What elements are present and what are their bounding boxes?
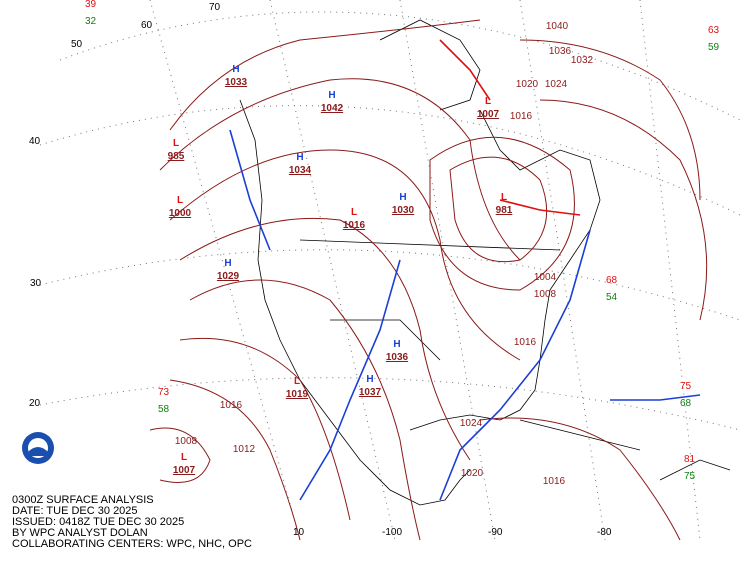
low-pressure: 985 xyxy=(168,151,185,162)
low-pressure: 1007 xyxy=(173,465,196,476)
station-dewpoint: 75 xyxy=(684,471,696,482)
isobar-label: 1016 xyxy=(220,400,243,411)
low-pressure: 1000 xyxy=(169,208,192,219)
high-symbol: H xyxy=(232,64,239,75)
low-pressure: 1007 xyxy=(477,109,500,120)
low-symbol: L xyxy=(501,192,507,203)
station-temperature: 68 xyxy=(606,275,618,286)
latitude-label: 50 xyxy=(71,39,83,50)
low-symbol: L xyxy=(485,96,491,107)
high-pressure: 1036 xyxy=(386,352,409,363)
high-symbol: H xyxy=(224,258,231,269)
high-symbol: H xyxy=(399,192,406,203)
station-dewpoint: 58 xyxy=(158,404,170,415)
latitude-label: 20 xyxy=(29,398,41,409)
low-symbol: L xyxy=(173,138,179,149)
station-temperature: 75 xyxy=(680,381,692,392)
isobar-label: 1032 xyxy=(571,55,594,66)
latitude-label: 30 xyxy=(30,278,42,289)
isobars xyxy=(149,19,708,541)
caption-line: ISSUED: 0418Z TUE DEC 30 2025 xyxy=(12,516,184,528)
high-pressure: 1033 xyxy=(225,77,248,88)
low-pressure: 1019 xyxy=(286,389,309,400)
isobar-label: 1008 xyxy=(175,436,198,447)
longitude-label: -90 xyxy=(488,527,503,538)
high-symbol: H xyxy=(366,374,373,385)
isobar-label: 1036 xyxy=(549,46,572,57)
isobar-label: 1020 xyxy=(516,79,539,90)
caption-line: DATE: TUE DEC 30 2025 xyxy=(12,505,138,517)
station-dewpoint: 32 xyxy=(85,16,97,27)
low-symbol: L xyxy=(351,207,357,218)
isobar-label: 1008 xyxy=(534,289,557,300)
coastlines xyxy=(239,19,731,506)
station-dewpoint: 68 xyxy=(680,398,692,409)
fronts xyxy=(229,39,701,501)
isobar-label: 1024 xyxy=(545,79,568,90)
isobar-label: 1040 xyxy=(546,21,569,32)
high-pressure: 1042 xyxy=(321,103,344,114)
station-dewpoint: 59 xyxy=(708,42,720,53)
low-symbol: L xyxy=(177,195,183,206)
isobar-label: 1016 xyxy=(543,476,566,487)
isobar-label: 1012 xyxy=(233,444,256,455)
low-pressure: 981 xyxy=(496,205,513,216)
longitude-label: -100 xyxy=(382,527,402,538)
latitude-label: 40 xyxy=(29,136,41,147)
isobar-label: 1020 xyxy=(461,468,484,479)
isobar-label: 1016 xyxy=(510,111,533,122)
high-pressure: 1034 xyxy=(289,165,312,176)
latitude-label: 70 xyxy=(209,2,221,13)
station-temperature: 39 xyxy=(85,0,97,10)
caption-line: BY WPC ANALYST DOLAN xyxy=(12,527,148,539)
station-temperature: 73 xyxy=(158,387,170,398)
high-pressure: 1030 xyxy=(392,205,415,216)
caption-line: COLLABORATING CENTERS: WPC, NHC, OPC xyxy=(12,538,252,550)
high-pressure: 1037 xyxy=(359,387,382,398)
latitude-label: 60 xyxy=(141,20,153,31)
high-symbol: H xyxy=(296,152,303,163)
noaa-logo xyxy=(22,432,54,464)
caption-line: 0300Z SURFACE ANALYSIS xyxy=(12,494,154,506)
longitude-label: -80 xyxy=(597,527,612,538)
longitude-label: 10 xyxy=(293,527,305,538)
isobar-label: 1016 xyxy=(514,337,537,348)
station-dewpoint: 54 xyxy=(606,292,618,303)
station-temperature: 63 xyxy=(708,25,720,36)
isobar-label: 1004 xyxy=(534,272,557,283)
high-pressure: 1029 xyxy=(217,271,240,282)
low-pressure: 1016 xyxy=(343,220,366,231)
high-symbol: H xyxy=(393,339,400,350)
low-symbol: L xyxy=(294,376,300,387)
station-temperature: 81 xyxy=(684,454,696,465)
low-symbol: L xyxy=(181,452,187,463)
isobar-label: 1024 xyxy=(460,418,483,429)
high-symbol: H xyxy=(328,90,335,101)
graticule xyxy=(39,0,741,541)
